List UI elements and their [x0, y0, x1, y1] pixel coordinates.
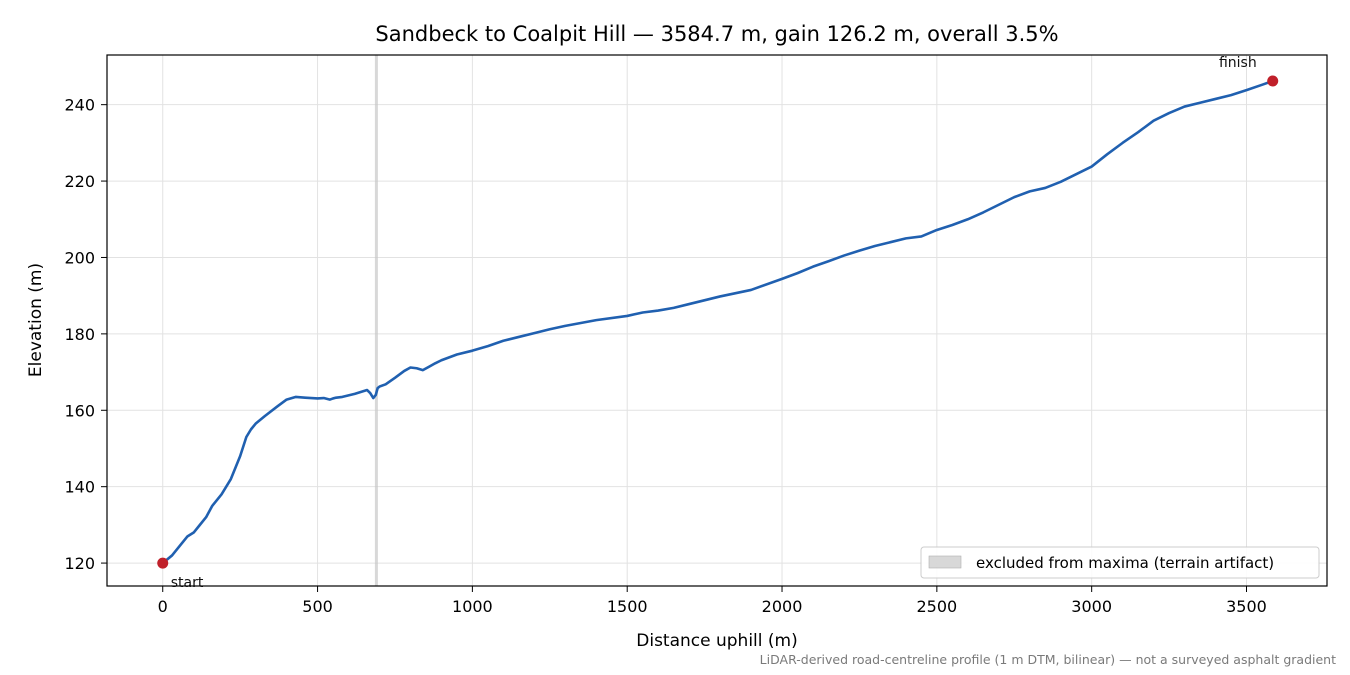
y-tick-label: 240	[64, 96, 95, 115]
endpoint-markers: start finish	[157, 55, 1279, 591]
start-label: start	[171, 575, 204, 591]
axis-ticks: 0 500 1000 1500 2000 2500 3000 3500 120 140 160 180…	[64, 96, 1266, 616]
y-tick-label: 180	[64, 325, 95, 344]
y-tick-label: 120	[64, 554, 95, 573]
grid-lines	[107, 55, 1327, 586]
legend: excluded from maxima (terrain artifact)	[920, 546, 1320, 579]
y-tick-label: 160	[64, 401, 95, 420]
legend-label-excluded: excluded from maxima (terrain artifact)	[976, 554, 1274, 572]
x-tick-label: 2500	[916, 597, 957, 616]
chart-title: Sandbeck to Coalpit Hill — 3584.7 m, gai…	[375, 22, 1058, 46]
y-axis-title: Elevation (m)	[26, 263, 46, 377]
legend-box	[920, 546, 1320, 579]
x-tick-label: 2000	[762, 597, 803, 616]
y-tick-label: 200	[64, 248, 95, 267]
start-marker	[157, 557, 169, 569]
elevation-profile-line	[161, 79, 1275, 565]
x-tick-label: 0	[158, 597, 168, 616]
x-tick-label: 1000	[452, 597, 493, 616]
x-tick-label: 500	[302, 597, 333, 616]
x-tick-label: 1500	[607, 597, 648, 616]
footnote: LiDAR-derived road-centreline profile (1…	[760, 652, 1336, 667]
y-tick-label: 140	[64, 478, 95, 497]
x-tick-label: 3000	[1071, 597, 1112, 616]
finish-label: finish	[1219, 55, 1257, 71]
finish-marker	[1267, 75, 1279, 87]
x-tick-label: 3500	[1226, 597, 1267, 616]
legend-swatch-excluded	[928, 555, 962, 569]
excluded-region-band	[374, 55, 378, 586]
plot-frame	[106, 54, 1328, 587]
x-axis-title: Distance uphill (m)	[636, 631, 797, 651]
y-tick-label: 220	[64, 172, 95, 191]
